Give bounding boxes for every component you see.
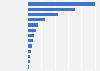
Bar	[28, 23, 38, 27]
Bar	[28, 29, 36, 32]
Bar	[28, 13, 58, 16]
Bar	[28, 55, 30, 58]
Bar	[28, 60, 30, 63]
Bar	[28, 39, 33, 42]
Bar	[28, 2, 95, 6]
Bar	[28, 34, 34, 37]
Bar	[28, 18, 45, 21]
Bar	[28, 44, 32, 48]
Bar	[28, 8, 75, 11]
Bar	[28, 50, 31, 53]
Bar	[28, 65, 29, 69]
